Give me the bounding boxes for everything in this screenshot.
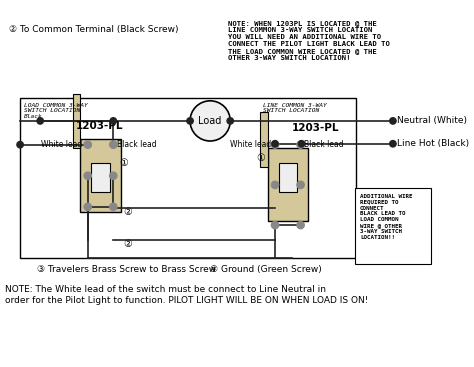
Text: ADDITIONAL WIRE
REQUIRED TO
CONNECT
BLACK LEAD TO
LOAD COMMON
WIRE @ OTHER
3-WAY: ADDITIONAL WIRE REQUIRED TO CONNECT BLAC… <box>360 194 412 240</box>
FancyBboxPatch shape <box>268 148 308 221</box>
FancyBboxPatch shape <box>73 94 81 148</box>
Text: NOTE: WHEN 1203PL IS LOCATED @ THE
LINE COMMON 3-WAY SWITCH LOCATION
YOU WILL NE: NOTE: WHEN 1203PL IS LOCATED @ THE LINE … <box>228 21 390 61</box>
Text: NOTE: The White lead of the switch must be connect to Line Neutral in
order for : NOTE: The White lead of the switch must … <box>5 286 368 305</box>
Circle shape <box>17 141 23 148</box>
Text: Black lead: Black lead <box>304 140 344 149</box>
Circle shape <box>227 118 234 124</box>
FancyBboxPatch shape <box>279 163 297 192</box>
Text: 1203-PL: 1203-PL <box>76 121 123 131</box>
Circle shape <box>84 141 91 148</box>
Circle shape <box>297 141 304 148</box>
FancyBboxPatch shape <box>91 163 109 192</box>
Circle shape <box>390 118 396 124</box>
Text: ①: ① <box>256 153 265 163</box>
FancyBboxPatch shape <box>81 139 120 212</box>
Circle shape <box>190 101 230 141</box>
Circle shape <box>272 141 278 147</box>
Circle shape <box>84 203 91 210</box>
Circle shape <box>37 118 44 124</box>
Circle shape <box>272 221 279 229</box>
Text: White lead: White lead <box>230 140 272 149</box>
Text: LINE COMMON 3-WAY
SWITCH LOCATION: LINE COMMON 3-WAY SWITCH LOCATION <box>263 103 327 113</box>
Circle shape <box>84 172 91 179</box>
Circle shape <box>109 141 117 148</box>
Text: Neutral (White): Neutral (White) <box>398 116 467 126</box>
Text: ②: ② <box>124 239 132 249</box>
Text: Black lead: Black lead <box>117 140 156 149</box>
Text: ①: ① <box>119 158 128 168</box>
Text: ③ Travelers Brass Screw to Brass Screw: ③ Travelers Brass Screw to Brass Screw <box>36 265 216 274</box>
Circle shape <box>390 141 396 147</box>
Circle shape <box>297 181 304 189</box>
Circle shape <box>272 141 279 148</box>
Circle shape <box>109 203 117 210</box>
Circle shape <box>110 118 117 124</box>
Text: 1203-PL: 1203-PL <box>292 123 339 133</box>
Circle shape <box>297 221 304 229</box>
Text: Load: Load <box>199 116 222 126</box>
Text: Line Hot (Black): Line Hot (Black) <box>398 139 470 148</box>
Text: ②: ② <box>124 207 132 217</box>
Text: ④ Ground (Green Screw): ④ Ground (Green Screw) <box>210 265 322 274</box>
Text: LOAD COMMON 3-WAY
SWITCH LOCATION
Black: LOAD COMMON 3-WAY SWITCH LOCATION Black <box>24 103 88 119</box>
FancyBboxPatch shape <box>260 112 268 167</box>
Circle shape <box>187 118 193 124</box>
Text: ② To Common Terminal (Black Screw): ② To Common Terminal (Black Screw) <box>9 25 179 34</box>
Text: White lead: White lead <box>41 140 82 149</box>
Circle shape <box>298 141 305 147</box>
FancyBboxPatch shape <box>355 188 431 264</box>
Circle shape <box>272 181 279 189</box>
Circle shape <box>109 172 117 179</box>
